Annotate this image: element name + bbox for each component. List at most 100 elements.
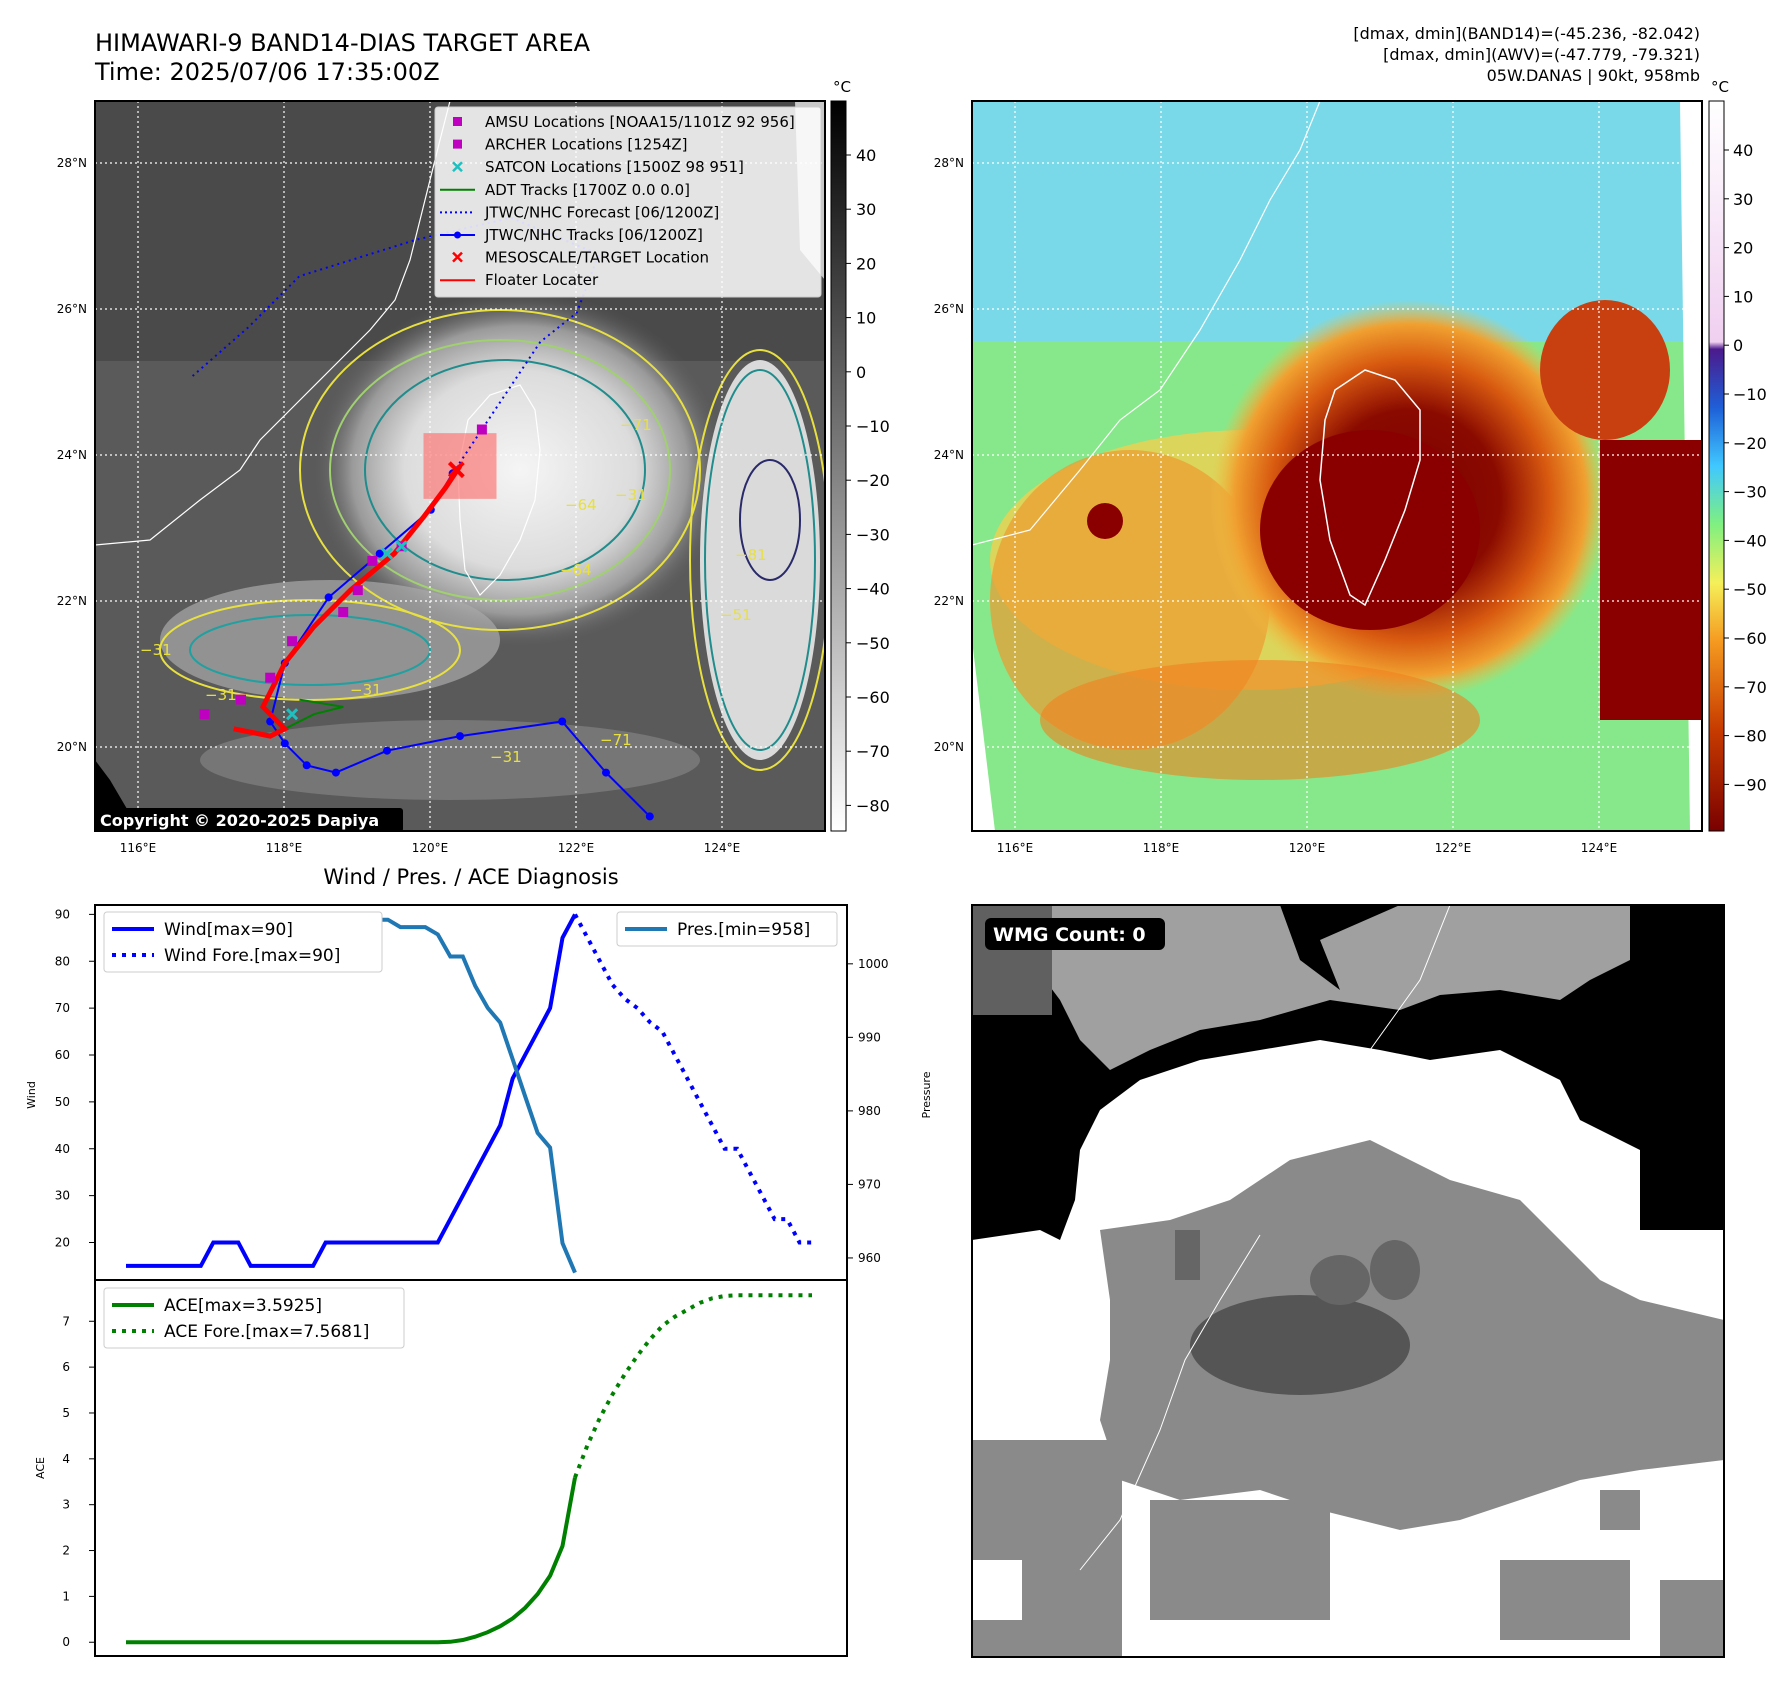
legend-dot-icon bbox=[454, 231, 461, 239]
jtwc-track-point bbox=[602, 768, 610, 777]
legend-box bbox=[103, 1287, 405, 1349]
ir-legend-label: SATCON Locations [1500Z 98 951] bbox=[485, 158, 744, 176]
satcon-location-marker bbox=[380, 547, 394, 560]
y2-tick-label: 990 bbox=[858, 1030, 881, 1044]
jtwc-track-point bbox=[331, 768, 340, 777]
lat-tick-label: 28°N bbox=[934, 156, 964, 170]
ir-legend: AMSU Locations [NOAA15/1101Z 92 956] ARCH… bbox=[434, 106, 822, 298]
amsu-location-marker bbox=[199, 709, 210, 720]
contour-label: −31 bbox=[140, 641, 172, 659]
contour-label: −71 bbox=[620, 416, 652, 434]
ir-legend-label: ARCHER Locations [1254Z] bbox=[485, 136, 688, 154]
figure-title: HIMAWARI-9 BAND14-DIAS TARGET AREA bbox=[95, 29, 591, 57]
lon-tick-label: 124°E bbox=[1581, 841, 1618, 855]
awv-map-panel bbox=[971, 100, 1703, 832]
amsu-location-marker bbox=[287, 636, 298, 647]
series-line bbox=[573, 1293, 812, 1479]
awv-colorbar-tick-label: 0 bbox=[1733, 336, 1743, 355]
ir-colorbar-tick-label: 20 bbox=[856, 254, 876, 273]
legend-label: Wind Fore.[max=90] bbox=[164, 946, 340, 966]
series-line bbox=[573, 913, 812, 1245]
y-tick-label: 0 bbox=[62, 1635, 70, 1649]
jtwc-track-point bbox=[375, 549, 384, 558]
info-storm: 05W.DANAS | 90kt, 958mb bbox=[1487, 66, 1700, 85]
jtwc-track-point bbox=[280, 739, 289, 748]
ir-colorbar-tick-label: 40 bbox=[856, 146, 876, 165]
jtwc-track-point bbox=[383, 746, 391, 755]
wmg-panel: WMG Count: 0 bbox=[971, 904, 1725, 1658]
awv-colorbar-tick-label: −60 bbox=[1733, 629, 1767, 648]
legend-square-icon bbox=[453, 139, 462, 149]
y2-tick-label: 1000 bbox=[858, 957, 889, 971]
amsu-location-marker bbox=[265, 672, 276, 683]
awv-colorbar-tick-label: −70 bbox=[1733, 678, 1767, 697]
map-axis-labels: 116°E 118°E 120°E 122°E 124°E 28°N 26°N 24°N 22°… bbox=[57, 156, 1618, 855]
contour-label: −81 bbox=[735, 546, 767, 564]
y2-tick-label: 960 bbox=[858, 1251, 881, 1265]
ir-colorbar-tick-label: −20 bbox=[856, 471, 890, 490]
jtwc-track-point bbox=[645, 812, 654, 821]
adt-track-line bbox=[284, 698, 344, 730]
legend-box bbox=[103, 911, 383, 973]
ir-colorbar-tick-label: −50 bbox=[856, 634, 890, 653]
series-line bbox=[126, 913, 577, 1268]
y-tick-label: 80 bbox=[55, 954, 70, 968]
ace-ylabel: ACE bbox=[34, 1457, 47, 1479]
ir-colorbar-tick-label: −80 bbox=[856, 796, 890, 815]
ir-colorbar-tick-label: −30 bbox=[856, 525, 890, 544]
lon-tick-label: 120°E bbox=[412, 841, 449, 855]
contour-label: −64 bbox=[565, 496, 597, 514]
floater-locater-line bbox=[233, 464, 463, 739]
info-awv: [dmax, dmin](AWV)=(-47.779, -79.321) bbox=[1383, 45, 1700, 64]
y-tick-label: 4 bbox=[62, 1452, 70, 1466]
contour-label: −31 bbox=[490, 748, 522, 766]
y-tick-label: 5 bbox=[62, 1406, 70, 1420]
y-tick-label: 70 bbox=[55, 1001, 70, 1015]
wind-ylabel: Wind bbox=[25, 1081, 38, 1109]
legend-x-icon bbox=[452, 251, 463, 263]
y-tick-label: 30 bbox=[55, 1189, 70, 1203]
amsu-location-marker bbox=[352, 585, 363, 596]
y-tick-label: 2 bbox=[62, 1544, 70, 1558]
y2-tick-label: 970 bbox=[858, 1177, 881, 1191]
awv-colorbar-tick-label: 30 bbox=[1733, 190, 1753, 209]
figure-time: Time: 2025/07/06 17:35:00Z bbox=[94, 58, 440, 86]
awv-colorbar-tick-label: 10 bbox=[1733, 287, 1753, 306]
lat-tick-label: 24°N bbox=[57, 448, 87, 462]
y-tick-label: 20 bbox=[55, 1236, 70, 1250]
lat-tick-label: 20°N bbox=[934, 740, 964, 754]
ir-legend-label: Floater Locater bbox=[485, 271, 599, 289]
awv-colorbar-tick-label: −20 bbox=[1733, 434, 1767, 453]
contour-label: −31 bbox=[205, 686, 237, 704]
ir-colorbar-tick-label: −40 bbox=[856, 580, 890, 599]
awv-colorbar-tick-label: −90 bbox=[1733, 775, 1767, 794]
series-line bbox=[126, 1477, 577, 1645]
contour-label: −31 bbox=[615, 486, 647, 504]
ir-legend-label: MESOSCALE/TARGET Location bbox=[485, 249, 709, 267]
info-band14: [dmax, dmin](BAND14)=(-45.236, -82.042) bbox=[1353, 24, 1700, 43]
y-tick-label: 50 bbox=[55, 1095, 70, 1109]
ir-colorbar-tick-label: −70 bbox=[856, 742, 890, 761]
lat-tick-label: 26°N bbox=[57, 302, 87, 316]
wind-legend: Wind[max=90] Wind Fore.[max=90] bbox=[103, 911, 383, 973]
lat-tick-label: 20°N bbox=[57, 740, 87, 754]
ir-colorbar-tick-label: −60 bbox=[856, 688, 890, 707]
y-tick-label: 3 bbox=[62, 1498, 70, 1512]
lon-tick-label: 122°E bbox=[1435, 841, 1472, 855]
lat-tick-label: 26°N bbox=[934, 302, 964, 316]
lat-tick-label: 28°N bbox=[57, 156, 87, 170]
satcon-location-marker bbox=[395, 540, 408, 553]
y-tick-label: 40 bbox=[55, 1142, 70, 1156]
y-tick-label: 6 bbox=[62, 1360, 70, 1374]
legend-label: Pres.[min=958] bbox=[677, 920, 810, 940]
lon-tick-label: 118°E bbox=[266, 841, 303, 855]
lat-tick-label: 22°N bbox=[934, 594, 964, 608]
amsu-location-marker bbox=[476, 424, 487, 435]
awv-colorbar-unit: °C bbox=[1711, 78, 1729, 96]
ir-colorbar-unit: °C bbox=[833, 78, 851, 96]
amsu-location-marker bbox=[236, 694, 246, 705]
y-tick-label: 7 bbox=[62, 1314, 70, 1328]
awv-colorbar-tick-label: −50 bbox=[1733, 580, 1767, 599]
ir-colorbar-tick-label: 0 bbox=[856, 363, 866, 382]
